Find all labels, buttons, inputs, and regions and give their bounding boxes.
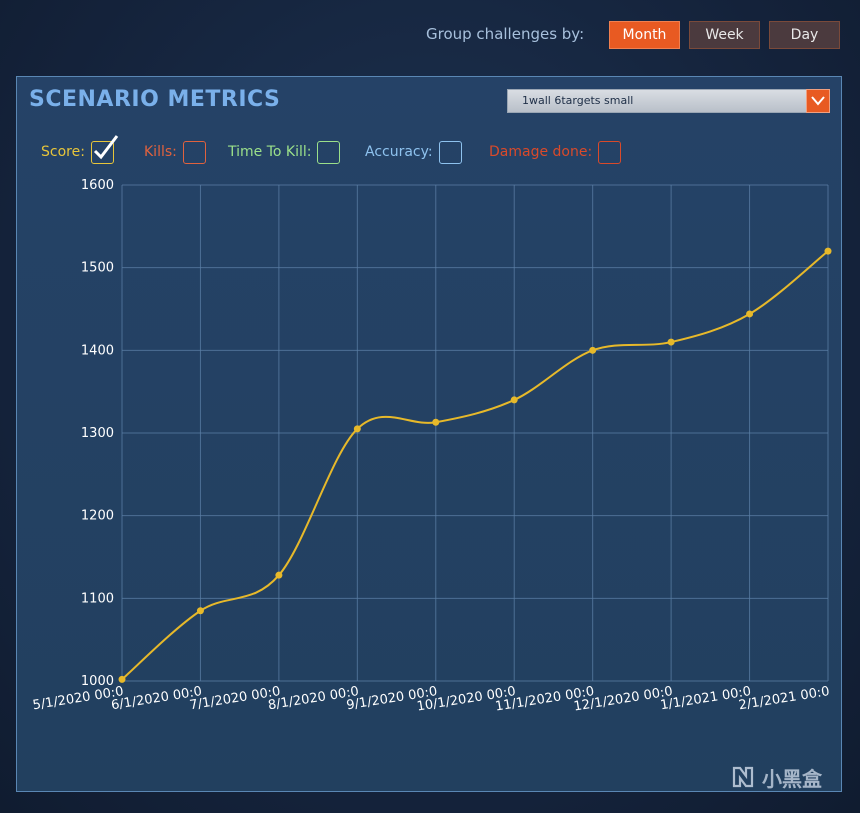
- group-week-button[interactable]: Week: [689, 21, 760, 49]
- metric-kills-checkbox[interactable]: [182, 140, 206, 164]
- metric-accuracy[interactable]: Accuracy:: [365, 139, 462, 165]
- metric-toggles: Score: Kills: Time To Kill: Accuracy: Da…: [41, 134, 641, 165]
- metric-damage[interactable]: Damage done:: [489, 139, 622, 165]
- scenario-select[interactable]: 1wall 6targets small: [507, 89, 830, 113]
- scenario-select-value: 1wall 6targets small: [522, 94, 634, 107]
- group-day-button[interactable]: Day: [769, 21, 840, 49]
- metric-accuracy-label: Accuracy:: [365, 144, 433, 160]
- watermark: 小黑盒: [730, 762, 840, 792]
- metric-ttk[interactable]: Time To Kill:: [228, 139, 341, 165]
- metric-score-checkbox[interactable]: [90, 134, 119, 164]
- metric-score-label: Score:: [41, 144, 85, 160]
- metric-kills-label: Kills:: [144, 144, 177, 160]
- checkmark-icon: [93, 134, 119, 159]
- metric-damage-label: Damage done:: [489, 144, 593, 160]
- watermark-text: 小黑盒: [762, 766, 822, 791]
- group-by-bar: Group challenges by: Month Week Day: [0, 18, 860, 54]
- cutoff-header-text: [0, 0, 860, 14]
- metric-accuracy-checkbox[interactable]: [438, 140, 462, 164]
- panel-title: SCENARIO METRICS: [29, 87, 281, 112]
- chevron-down-icon[interactable]: [806, 89, 830, 113]
- metric-ttk-checkbox[interactable]: [317, 140, 341, 164]
- logo-icon: [732, 766, 754, 788]
- scenario-metrics-panel: SCENARIO METRICS 1wall 6targets small Sc…: [16, 76, 842, 792]
- metric-ttk-label: Time To Kill:: [228, 144, 312, 160]
- metric-score[interactable]: Score:: [41, 134, 119, 165]
- group-month-button[interactable]: Month: [609, 21, 680, 49]
- metric-kills[interactable]: Kills:: [144, 139, 206, 165]
- metric-damage-checkbox[interactable]: [598, 140, 622, 164]
- group-by-label: Group challenges by:: [426, 25, 585, 43]
